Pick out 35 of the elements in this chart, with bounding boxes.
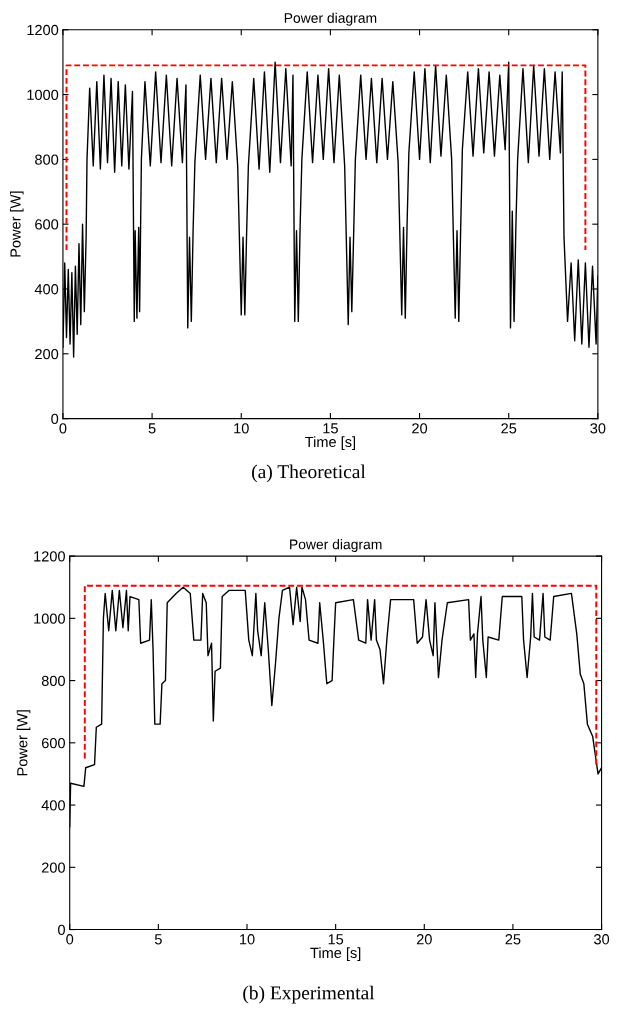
x-tick-label: 30 <box>590 423 606 434</box>
y-tick-label: 800 <box>41 675 65 687</box>
y-tick-label: 800 <box>35 154 59 165</box>
x-tick-label: 20 <box>416 934 432 945</box>
y-tick-label: 400 <box>41 800 65 811</box>
y-tick-label: 400 <box>34 284 59 295</box>
y-tick-label: 600 <box>41 737 65 749</box>
y-tick-label: 600 <box>35 219 59 230</box>
text: (a) Theoretical <box>252 464 366 483</box>
x-tick-label: 15 <box>328 934 344 945</box>
x-tick-label: 10 <box>240 934 255 945</box>
x-axis-title: Time [s] <box>310 947 361 961</box>
x-tick-label: 5 <box>148 423 156 434</box>
x-tick-label: 25 <box>501 423 517 434</box>
chart-title: Power diagram <box>290 539 382 553</box>
y-tick-label: 1200 <box>34 551 65 562</box>
y-tick-label: 0 <box>51 413 59 425</box>
x-tick-label: 10 <box>234 423 249 434</box>
x-tick-label: 15 <box>323 423 338 434</box>
y-axis-title: Power [W] <box>16 710 31 776</box>
y-tick-label: 1200 <box>27 24 59 36</box>
x-tick-label: 25 <box>505 934 521 945</box>
y-axis-title: Power [W] <box>9 191 24 257</box>
x-tick-label: 20 <box>412 423 428 434</box>
y-tick-label: 200 <box>41 862 65 873</box>
y-tick-label: 0 <box>58 924 65 935</box>
y-tick-label: 1000 <box>34 613 65 624</box>
text: (b) Experimental <box>243 985 375 1004</box>
y-tick-label: 1000 <box>27 89 59 100</box>
x-tick-label: 0 <box>66 934 74 945</box>
x-tick-label: 30 <box>594 934 610 945</box>
x-axis-title: Time [s] <box>305 436 356 450</box>
y-tick-label: 200 <box>35 348 59 360</box>
x-tick-label: 5 <box>154 934 162 945</box>
chart-title: Power diagram <box>284 12 377 26</box>
